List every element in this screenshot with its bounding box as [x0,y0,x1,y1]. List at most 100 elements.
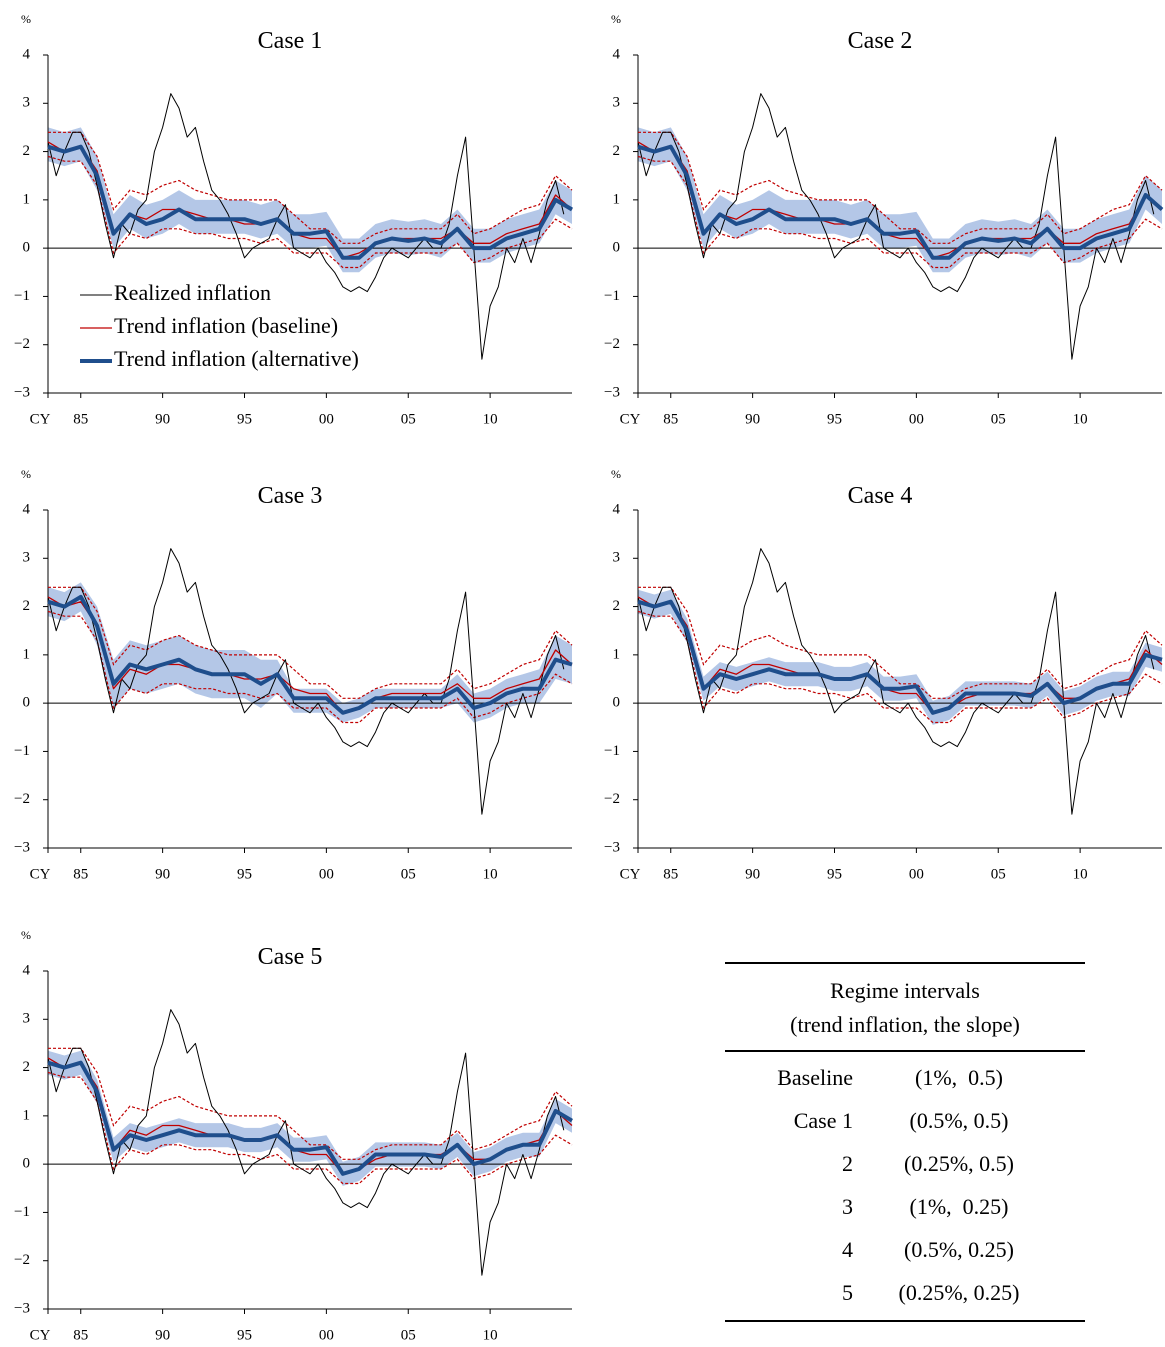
baseline-band-upper [638,586,1163,699]
y-tick-label: 4 [23,962,31,978]
y-tick-label: −1 [604,288,620,304]
x-tick-label: 95 [827,866,842,882]
legend-label: Realized inflation [114,280,271,305]
y-tick-label: −2 [14,336,30,352]
y-tick-label: −3 [14,1300,30,1316]
x-tick-label: CY [30,1327,51,1343]
table-row: Case 1 (0.5%, 0.5) [725,1099,1085,1142]
header-line: Regime intervals [830,978,980,1003]
y-tick-label: 4 [23,46,31,62]
x-tick-label: 10 [483,866,498,882]
x-tick-label: CY [620,866,641,882]
x-tick-label: 95 [237,411,252,427]
y-tick-label: −2 [14,1252,30,1268]
y-tick-label: 2 [613,598,621,614]
chart-title: Case 4 [848,483,913,509]
series-line [637,144,1164,260]
y-unit: % [21,467,31,481]
confidence-band [48,127,572,273]
x-tick-label: 05 [991,866,1006,882]
table-cell: Baseline [777,1064,853,1090]
header-line: (trend inflation, the slope) [790,1012,1020,1037]
baseline-band-upper [48,1047,573,1160]
series-line [47,596,573,714]
x-tick-label: 90 [155,411,170,427]
y-tick-label: −1 [14,743,30,759]
y-tick-label: −1 [14,1204,30,1220]
x-tick-label: 10 [1073,411,1088,427]
x-tick-label: 00 [319,866,334,882]
x-tick-label: 90 [155,866,170,882]
baseline-band-lower [637,155,1163,269]
y-tick-label: 1 [23,646,31,662]
y-tick-label: 4 [23,501,31,517]
x-tick-label: CY [620,411,641,427]
table-cell: (0.5%, 0.5) [909,1107,1009,1133]
y-tick-label: 0 [23,695,31,711]
chart-title: Case 2 [848,28,913,54]
legend-label: Trend inflation (alternative) [114,346,359,371]
y-tick-label: −2 [14,791,30,807]
panel: Case 1% −3 −2 −1 0 1 2 3 4 CY 85 90 95 00 05 10 Realized… [14,12,574,427]
y-unit: % [611,467,621,481]
x-tick-label: 05 [401,1327,416,1343]
y-tick-label: 1 [613,646,621,662]
y-tick-label: 2 [23,1059,31,1075]
y-tick-label: −2 [604,336,620,352]
y-tick-label: −3 [14,384,30,400]
y-tick-label: −1 [14,288,30,304]
x-tick-label: 95 [237,866,252,882]
panel: Case 3% −3 −2 −1 0 1 2 3 4 CY 85 90 95 00 05 10 [14,467,573,882]
baseline-band-lower [47,155,573,269]
y-tick-label: 2 [23,143,31,159]
table-cell: 4 [842,1236,853,1262]
x-tick-label: 90 [745,866,760,882]
table-cell: Case 1 [793,1107,853,1133]
x-tick-label: 95 [237,1327,252,1343]
y-unit: % [611,12,621,26]
y-tick-label: 2 [613,143,621,159]
y-tick-label: −2 [604,791,620,807]
x-tick-label: 85 [73,411,88,427]
x-tick-label: 05 [401,411,416,427]
x-tick-label: 00 [909,411,924,427]
chart-title: Case 5 [258,944,323,970]
x-tick-label: CY [30,866,51,882]
series-line [47,594,573,715]
series-line [637,93,1155,360]
x-tick-label: 85 [663,866,678,882]
table-cell: 5 [842,1279,853,1305]
confidence-band [638,589,1162,725]
series-line [637,599,1163,715]
series-line [47,1060,574,1176]
baseline-band-upper [48,586,573,699]
x-tick-label: 85 [73,1327,88,1343]
y-tick-label: 0 [613,240,621,256]
table-header: Regime intervals (trend inflation, the s… [725,962,1085,1052]
y-tick-label: 4 [613,46,621,62]
x-tick-label: CY [30,411,51,427]
table-row: 3 (1%, 0.25) [725,1185,1085,1228]
x-tick-label: 00 [319,411,334,427]
x-tick-label: 00 [319,1327,334,1343]
y-tick-label: 0 [23,240,31,256]
table-cell: (1%, 0.25) [909,1193,1009,1219]
y-tick-label: 3 [23,1011,31,1027]
x-tick-label: 90 [745,411,760,427]
table-cell: (1%, 0.5) [915,1064,1003,1090]
y-tick-label: 3 [23,550,31,566]
regime-table: Regime intervals (trend inflation, the s… [725,962,1085,1322]
y-tick-label: 0 [613,695,621,711]
confidence-band [48,582,572,723]
y-tick-label: −3 [604,384,620,400]
y-tick-label: −3 [604,839,620,855]
x-tick-label: 85 [73,866,88,882]
baseline-band-lower [47,1071,573,1185]
x-tick-label: 85 [663,411,678,427]
table-row: 2 (0.25%, 0.5) [725,1142,1085,1185]
y-tick-label: 2 [23,598,31,614]
table-cell: (0.25%, 0.25) [898,1279,1020,1305]
table-cell: 2 [842,1150,853,1176]
y-unit: % [21,12,31,26]
